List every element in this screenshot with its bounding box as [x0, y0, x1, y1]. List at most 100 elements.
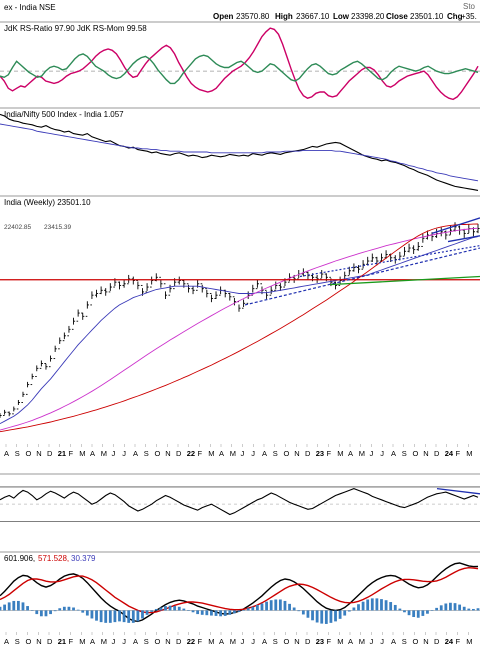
- macd-histogram-bar: [90, 610, 94, 619]
- macd-histogram-bar: [136, 610, 140, 622]
- x-tick-label: F: [456, 637, 461, 646]
- x-tick-label: D: [47, 449, 53, 458]
- x-tick-label: O: [413, 449, 419, 458]
- x-tick-label: A: [262, 637, 267, 646]
- macd-histogram-bar: [274, 599, 278, 611]
- low-label: Low: [333, 12, 350, 21]
- macd-histogram-bar: [99, 610, 103, 623]
- macd-histogram-bar: [228, 610, 232, 615]
- x-tick-label: J: [251, 637, 255, 646]
- x-tick-label: A: [4, 449, 9, 458]
- macd-histogram-bar: [306, 610, 310, 618]
- panel-rrg: [0, 27, 480, 101]
- series-rrg-jdk-rs-mom: [0, 53, 479, 85]
- x-tick-label: J: [251, 449, 255, 458]
- macd-histogram-bar: [177, 606, 181, 611]
- macd-histogram-bar: [76, 609, 80, 611]
- macd-histogram-bar: [196, 610, 200, 615]
- x-tick-label: J: [112, 637, 116, 646]
- macd-histogram-bar: [219, 610, 223, 617]
- x-axes: A S O N D 21 F M A M J J A S O N D 22 F M A M J J A S O N D 23 F M A M J J A…: [4, 444, 473, 646]
- x-tick-label: A: [90, 637, 95, 646]
- macd-histogram-bar: [108, 610, 112, 623]
- high-label: High: [275, 12, 293, 21]
- x-tick-label: A: [133, 449, 138, 458]
- macd-histogram-bar: [403, 610, 406, 613]
- x-tick-label: 24: [445, 449, 454, 458]
- panel-title-rrg: JdK RS-Ratio 97.90 JdK RS-Mom 99.58: [4, 24, 147, 33]
- macd-value-1: 571.528,: [38, 554, 69, 563]
- series-rsi-rsi: [0, 488, 479, 516]
- x-tick-label: A: [391, 637, 396, 646]
- panel-price: [0, 217, 480, 433]
- x-tick-label: O: [284, 637, 290, 646]
- x-tick-label: N: [294, 449, 299, 458]
- macd-histogram-bar: [444, 603, 448, 611]
- macd-histogram-bar: [242, 610, 245, 611]
- x-tick-label: M: [337, 637, 343, 646]
- x-tick-label: D: [176, 449, 182, 458]
- macd-histogram-bar: [0, 606, 2, 611]
- macd-histogram-bar: [324, 610, 328, 624]
- x-tick-label: M: [101, 449, 107, 458]
- x-tick-label: 22: [187, 637, 195, 646]
- x-tick-label: F: [327, 449, 332, 458]
- x-tick-label: 23: [316, 449, 324, 458]
- macd-histogram-bar: [297, 610, 301, 612]
- macd-histogram-bar: [329, 610, 333, 623]
- close-label: Close: [386, 12, 408, 21]
- macd-histogram-bar: [21, 602, 25, 611]
- macd-histogram-bar: [127, 610, 131, 623]
- x-tick-label: J: [122, 449, 126, 458]
- x-tick-label: D: [305, 637, 311, 646]
- panel-relative: [0, 113, 479, 191]
- macd-histogram-bar: [278, 599, 282, 611]
- macd-histogram-bar: [187, 610, 190, 611]
- chg-label: Chg: [447, 12, 463, 21]
- x-tick-label: A: [90, 449, 95, 458]
- x-tick-label: 22: [187, 449, 195, 458]
- x-tick-label: A: [348, 449, 353, 458]
- macd-histogram-bar: [141, 610, 144, 619]
- series-macd-macd: [0, 562, 479, 623]
- macd-histogram-bar: [200, 610, 204, 615]
- resistance-trendline: [299, 244, 480, 278]
- x-tick-label: N: [165, 637, 170, 646]
- price-annotation-2: 23415.39: [44, 224, 71, 231]
- macd-histogram-bar: [311, 610, 314, 621]
- macd-histogram-bar: [62, 606, 66, 611]
- macd-histogram-bar: [338, 610, 342, 619]
- x-tick-label: D: [176, 637, 182, 646]
- x-tick-label: A: [133, 637, 138, 646]
- x-tick-label: O: [284, 449, 290, 458]
- macd-histogram-bar: [67, 606, 71, 611]
- x-tick-label: N: [36, 449, 41, 458]
- x-tick-label: M: [208, 449, 214, 458]
- x-tick-label: J: [112, 449, 116, 458]
- x-tick-label: 24: [445, 637, 454, 646]
- x-tick-label: M: [466, 449, 472, 458]
- macd-histogram-bar: [393, 604, 397, 611]
- macd-histogram-bar: [283, 600, 287, 611]
- macd-histogram-bar: [462, 606, 466, 611]
- x-tick-label: A: [391, 449, 396, 458]
- x-tick-label: D: [47, 637, 53, 646]
- stockcharts-logo: Sto: [463, 2, 476, 11]
- macd-histogram-bar: [182, 608, 186, 611]
- macd-histogram-bar: [214, 610, 218, 616]
- macd-histogram-bar: [210, 610, 213, 616]
- green-support: [329, 275, 480, 286]
- macd-histogram-bar: [361, 601, 365, 611]
- macd-histogram-bar: [16, 600, 20, 611]
- macd-histogram-bar: [476, 608, 480, 611]
- x-tick-label: A: [219, 449, 224, 458]
- macd-histogram-bar: [49, 610, 52, 615]
- chart-title: ex - India NSE: [4, 3, 56, 12]
- macd-histogram-bar: [39, 610, 43, 617]
- x-tick-label: M: [359, 449, 365, 458]
- macd-histogram-bar: [334, 610, 337, 622]
- macd-histogram-bar: [352, 607, 356, 611]
- macd-value-0: 601.906,: [4, 554, 35, 563]
- x-tick-label: M: [79, 637, 85, 646]
